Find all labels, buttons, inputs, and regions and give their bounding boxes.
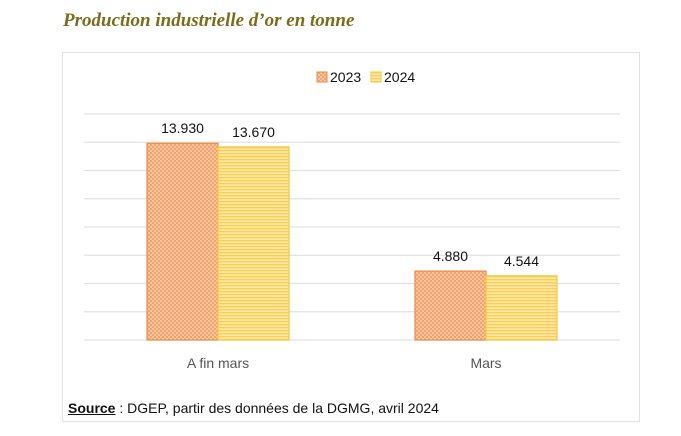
source-note: Source : DGEP, partir des données de la … bbox=[68, 400, 439, 416]
chart-title: Production industrielle d’or en tonne bbox=[63, 10, 355, 31]
data-label: 13.670 bbox=[232, 124, 275, 140]
bar-2023 bbox=[146, 142, 219, 341]
legend-label: 2023 bbox=[330, 69, 361, 85]
source-text: : DGEP, partir des données de la DGMG, a… bbox=[115, 400, 439, 416]
legend-label: 2024 bbox=[384, 69, 415, 85]
x-tick-label: Mars bbox=[470, 355, 501, 371]
x-tick-label: A fin mars bbox=[187, 355, 249, 371]
legend-swatch-2024 bbox=[370, 71, 382, 83]
chart-frame bbox=[62, 52, 640, 422]
data-label: 13.930 bbox=[161, 120, 204, 136]
legend-swatch-2023 bbox=[316, 71, 328, 83]
bar-2024 bbox=[485, 275, 558, 341]
data-label: 4.544 bbox=[504, 253, 539, 269]
bar-2024 bbox=[217, 146, 290, 341]
data-label: 4.880 bbox=[433, 248, 468, 264]
bar-2023 bbox=[414, 270, 487, 341]
source-label: Source bbox=[68, 400, 116, 416]
